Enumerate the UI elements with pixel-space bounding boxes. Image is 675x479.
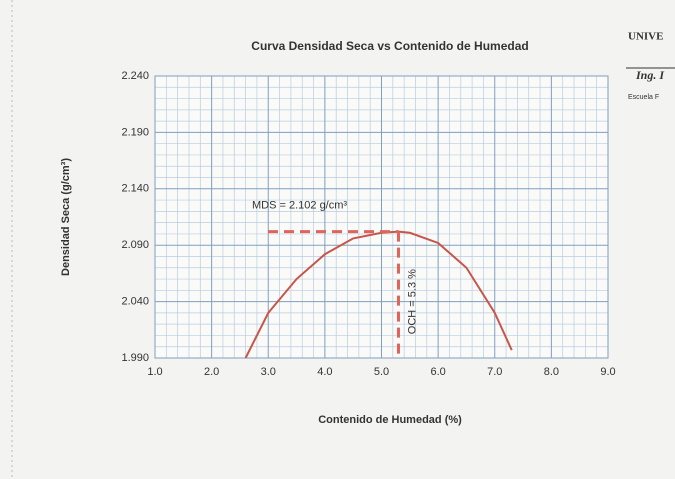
chart-title: Curva Densidad Seca vs Contenido de Hume… [251,39,528,53]
y-tick-label: 2.190 [121,126,149,138]
y-tick-label: 2.140 [121,183,149,195]
x-axis-label: Contenido de Humedad (%) [318,414,462,426]
x-tick-label: 9.0 [600,366,615,378]
x-tick-label: 1.0 [147,366,162,378]
x-tick-label: 3.0 [261,366,276,378]
x-tick-label: 8.0 [544,366,559,378]
header-university: UNIVE [628,31,663,43]
header-school: Escuela F [628,94,659,101]
mds-annotation: MDS = 2.102 g/cm³ [252,200,347,212]
y-tick-label: 1.990 [121,352,149,364]
x-tick-label: 6.0 [430,366,445,378]
y-tick-label: 2.240 [121,70,149,82]
x-tick-label: 7.0 [487,366,502,378]
x-tick-label: 5.0 [374,366,389,378]
x-tick-label: 4.0 [317,366,332,378]
y-tick-label: 2.040 [121,296,149,308]
y-axis-label: Densidad Seca (g/cm³) [60,158,72,276]
header-engineer: Ing. I [635,68,665,82]
y-tick-label: 2.090 [121,239,149,251]
och-annotation: OCH = 5.3 % [406,269,418,334]
x-tick-label: 2.0 [204,366,219,378]
